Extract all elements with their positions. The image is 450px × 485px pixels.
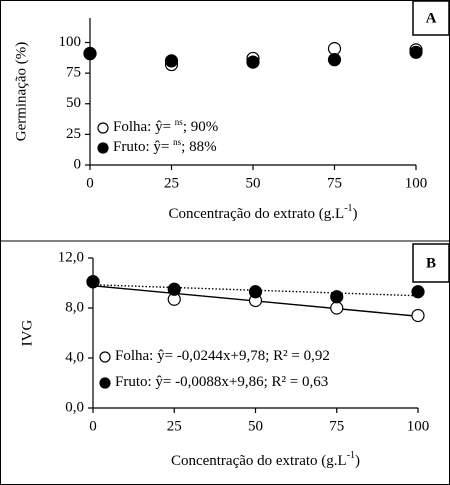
x-axis-label-text: Concentração do extrato (g.L <box>171 453 347 469</box>
panel-label: B <box>426 255 436 271</box>
data-point <box>167 282 181 296</box>
legend-label: Fruto: ŷ= ns; 88% <box>113 137 217 155</box>
y-tick-label: 0 <box>74 156 82 172</box>
x-axis-label-end: ) <box>353 206 358 222</box>
y-tick-label: 0,0 <box>65 399 84 415</box>
y-tick-label: 100 <box>59 34 82 50</box>
x-tick-label: 75 <box>327 175 342 191</box>
legend-sup: ns <box>173 137 182 147</box>
x-tick-label: 25 <box>164 175 179 191</box>
legend-marker <box>99 351 111 363</box>
x-tick-label: 25 <box>167 418 182 434</box>
x-tick-label: 50 <box>246 175 261 191</box>
data-point <box>409 45 423 59</box>
legend-end: ; 88% <box>181 139 216 155</box>
x-axis-label-sup: -1 <box>344 203 352 214</box>
y-tick-label: 4,0 <box>65 349 84 365</box>
panel-label-box <box>412 0 450 36</box>
x-tick-label: 100 <box>407 418 430 434</box>
panel-label: A <box>426 10 437 26</box>
y-tick-label: 8,0 <box>65 299 84 315</box>
x-tick-label: 50 <box>248 418 263 434</box>
x-axis-label: Concentração do extrato (g.L-1) <box>171 450 360 469</box>
data-point <box>248 285 263 299</box>
legend-name: Folha: ŷ= -0,0244x+9,78; R² = 0,92 <box>115 348 330 364</box>
data-point <box>330 290 344 304</box>
x-axis-label: Concentração do extrato (g.L-1) <box>168 203 357 222</box>
x-tick-label: 75 <box>329 418 344 434</box>
data-point <box>86 275 100 289</box>
legend-label: Folha: ŷ= ns; 90% <box>113 117 218 135</box>
legend-name: Folha: ŷ= <box>113 119 175 135</box>
legend-sup: ns <box>175 117 184 127</box>
y-tick-label: 25 <box>66 126 81 142</box>
trend-line <box>92 284 419 297</box>
panel-label-box <box>412 243 450 283</box>
x-axis-label-end: ) <box>355 453 360 469</box>
data-point <box>164 54 179 68</box>
legend-label: Fruto: ŷ= -0,0088x+9,86; R² = 0,63 <box>115 374 328 390</box>
legend-name: Fruto: ŷ= -0,0088x+9,86; R² = 0,63 <box>115 374 328 390</box>
legend-end: ; 90% <box>183 119 218 135</box>
data-point <box>327 42 342 56</box>
legend-marker <box>99 377 111 389</box>
x-tick-label: 0 <box>89 418 97 434</box>
y-tick-label: 75 <box>66 65 81 81</box>
x-axis-label-sup: -1 <box>347 450 355 461</box>
y-tick-label: 50 <box>66 95 81 111</box>
legend-marker <box>97 122 109 134</box>
data-point <box>83 46 97 61</box>
data-point <box>246 55 260 69</box>
x-tick-label: 100 <box>405 175 428 191</box>
data-point <box>411 285 425 299</box>
data-point <box>411 308 425 323</box>
legend-marker <box>97 142 109 154</box>
y-axis-label: Germinação (%) <box>13 42 29 142</box>
x-axis-label-text: Concentração do extrato (g.L <box>168 206 344 222</box>
data-point <box>330 301 344 315</box>
x-tick-label: 0 <box>86 175 94 191</box>
legend-label: Folha: ŷ= -0,0244x+9,78; R² = 0,92 <box>115 348 330 364</box>
legend-name: Fruto: ŷ= <box>113 139 173 155</box>
data-point <box>327 53 342 67</box>
y-tick-label: 12,0 <box>58 249 84 265</box>
y-axis-label: IVG <box>19 320 35 347</box>
